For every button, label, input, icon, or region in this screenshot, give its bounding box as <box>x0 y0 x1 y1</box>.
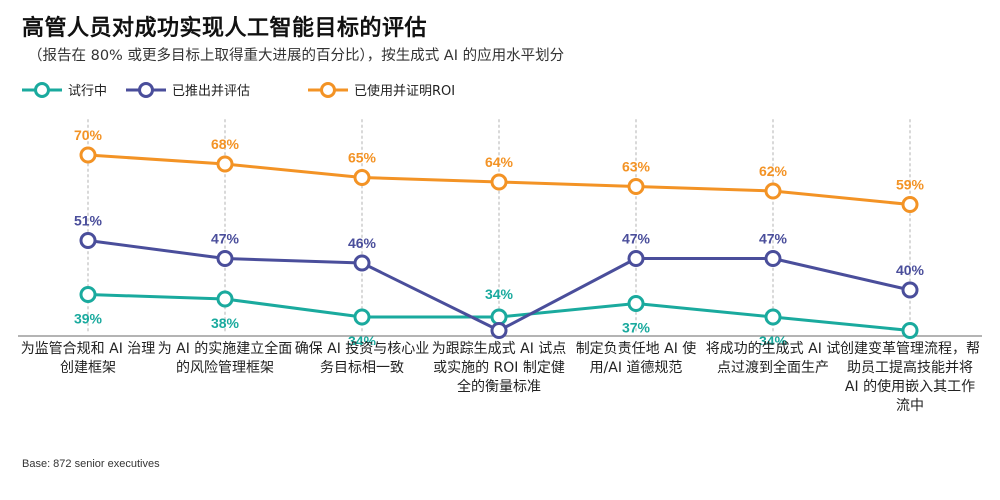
data-label-pilot: 38% <box>211 315 240 331</box>
data-point-pilot <box>79 286 97 303</box>
data-point-roi <box>353 169 371 186</box>
data-label-roi: 64% <box>485 154 514 170</box>
data-label-roi: 62% <box>759 163 788 179</box>
legend-label-pilot: 试行中 <box>68 84 108 99</box>
line-chart-plot: 39%38%34%34%37%34%31%51%47%46%31%47%47%4… <box>18 119 982 346</box>
data-label-rollout: 46% <box>348 235 377 251</box>
data-label-roi: 70% <box>74 127 103 143</box>
data-label-pilot: 34% <box>348 333 377 345</box>
data-point-rollout <box>627 250 645 267</box>
data-label-pilot: 34% <box>759 333 788 345</box>
legend-marker-pilot <box>22 81 62 98</box>
legend-marker-roi <box>308 81 348 98</box>
data-point-pilot <box>764 308 782 326</box>
data-point-roi <box>216 155 234 173</box>
legend-item-roi: 已使用并证明ROI <box>308 80 455 99</box>
data-point-rollout <box>216 250 234 267</box>
data-point-pilot <box>490 308 508 326</box>
data-label-rollout: 51% <box>74 213 103 229</box>
chart-subtitle: （报告在 80% 或更多目标上取得重大进展的百分比），按生成式 AI 的应用水平… <box>28 48 565 64</box>
legend: 试行中 已推出并评估 已使用并证明ROI <box>22 80 622 99</box>
data-label-roi: 59% <box>896 177 925 193</box>
x-tick-label: 将成功的生成式 AI 试点过渡到全面生产 <box>705 341 841 376</box>
legend-label-roi: 已使用并证明ROI <box>354 84 456 99</box>
data-label-rollout: 31% <box>485 343 514 346</box>
data-point-pilot <box>901 322 919 339</box>
data-label-roi: 65% <box>348 150 377 166</box>
chart-title: 高管人员对成功实现人工智能目标的评估 <box>22 16 428 41</box>
x-tick-label: 为 AI 的实施建立全面的风险管理框架 <box>157 341 293 376</box>
legend-label-rollout: 已推出并评估 <box>172 84 251 99</box>
x-tick-label: 确保 AI 投资与核心业务目标相一致 <box>294 341 430 376</box>
legend-item-pilot: 试行中 <box>22 80 107 99</box>
data-point-roi <box>490 173 508 191</box>
data-label-rollout: 47% <box>759 231 788 247</box>
data-point-rollout <box>764 250 782 267</box>
data-point-rollout <box>901 281 919 299</box>
data-label-rollout: 47% <box>211 231 240 247</box>
data-point-rollout <box>353 254 371 272</box>
footnote: Base: 872 senior executives <box>22 458 160 470</box>
data-point-roi <box>627 178 645 195</box>
x-tick-label: 为监管合规和 AI 治理创建框架 <box>20 341 156 376</box>
data-label-pilot: 39% <box>74 311 103 327</box>
legend-item-rollout: 已推出并评估 <box>126 80 250 99</box>
data-label-pilot: 34% <box>485 286 514 302</box>
legend-marker-rollout <box>126 81 166 98</box>
data-point-roi <box>79 146 97 164</box>
data-label-roi: 68% <box>211 136 240 152</box>
data-label-rollout: 40% <box>896 262 925 278</box>
x-tick-label: 创建变革管理流程，帮助员工提高技能并将 AI 的使用嵌入其工作流中 <box>840 341 980 414</box>
x-tick-label: 为跟踪生成式 AI 试点或实施的 ROI 制定健全的衡量标准 <box>431 341 567 395</box>
data-label-rollout: 47% <box>622 231 651 247</box>
data-label-pilot: 37% <box>622 320 651 336</box>
data-point-pilot <box>353 308 371 326</box>
data-point-rollout <box>79 232 97 249</box>
data-point-roi <box>764 182 782 200</box>
data-point-rollout <box>490 322 508 339</box>
data-point-roi <box>901 196 919 213</box>
data-point-pilot <box>627 295 645 312</box>
data-label-roi: 63% <box>622 159 651 175</box>
x-axis-labels: 为监管合规和 AI 治理创建框架 为 AI 的实施建立全面的风险管理框架 确保 … <box>0 340 1000 450</box>
x-tick-label: 制定负责任地 AI 使用/AI 道德规范 <box>575 341 697 376</box>
data-point-pilot <box>216 290 234 308</box>
